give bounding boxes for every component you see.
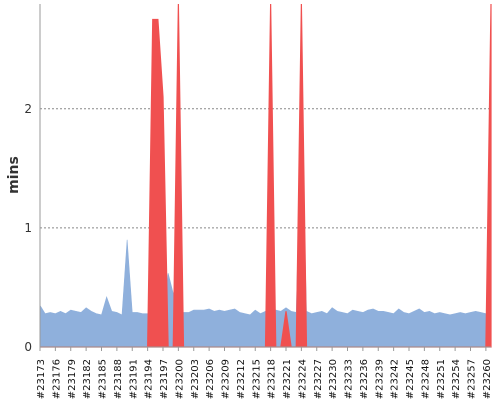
x-tick-label: #23197 [159, 359, 170, 399]
plot-area [39, 3, 492, 348]
x-tick-label: #23212 [236, 359, 247, 399]
x-tick-label: #23173 [36, 359, 47, 399]
y-tick-label: 1 [24, 221, 32, 235]
y-tick-label: 0 [24, 340, 32, 354]
x-tick-label: #23239 [374, 359, 385, 399]
x-tick-label: #23224 [297, 359, 308, 399]
x-tick-label: #23227 [313, 359, 324, 399]
x-tick-label: #23200 [174, 359, 185, 399]
grid-lines [40, 108, 491, 229]
x-tick-label: #23194 [144, 359, 155, 399]
x-tick-label: #23248 [420, 359, 431, 399]
x-tick-label: #23203 [190, 359, 201, 399]
x-tick-label: #23242 [390, 359, 401, 399]
x-tick-label: #23176 [51, 359, 62, 399]
x-tick-label: #23179 [67, 359, 78, 399]
x-tick-label: #23245 [405, 359, 416, 399]
x-tick-label: #23260 [482, 359, 493, 399]
x-tick-label: #23233 [344, 359, 355, 399]
x-tick-labels: #23173 #23176 #23179 #23182 #23185 #23188 #231… [36, 359, 493, 399]
x-tick-label: #23251 [436, 359, 447, 399]
axes [39, 4, 491, 351]
y-tick-labels: 0 1 2 [24, 102, 32, 354]
x-tick-label: #23185 [98, 359, 109, 399]
x-tick-label: #23221 [282, 359, 293, 399]
x-tick-label: #23215 [251, 359, 262, 399]
x-tick-label: #23191 [128, 359, 139, 399]
x-tick-label: #23230 [328, 359, 339, 399]
x-tick-label: #23257 [467, 359, 478, 399]
x-tick-label: #23209 [221, 359, 232, 399]
x-tick-label: #23182 [82, 359, 93, 399]
x-tick-label: #23236 [359, 359, 370, 399]
y-axis-label: mins [6, 156, 22, 194]
y-tick-label: 2 [24, 102, 32, 116]
x-tick-label: #23254 [451, 359, 462, 399]
series-area-red [40, 3, 492, 348]
x-tick-label: #23206 [205, 359, 216, 399]
x-tick-label: #23188 [113, 359, 124, 399]
x-tick-label: #23218 [267, 359, 278, 399]
